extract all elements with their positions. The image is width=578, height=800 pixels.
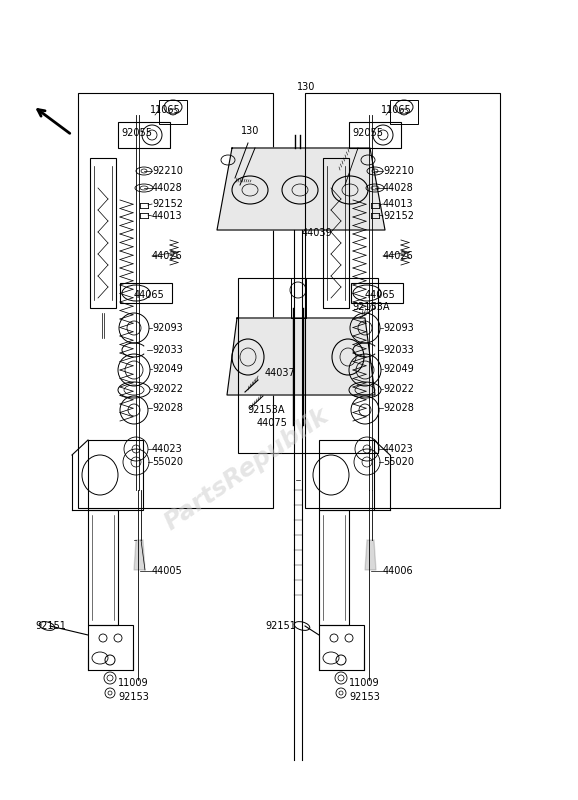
Text: 11009: 11009 — [349, 678, 380, 688]
Bar — [238, 278, 378, 453]
Text: 92153A: 92153A — [352, 302, 390, 312]
Text: 44013: 44013 — [383, 199, 414, 209]
Text: 92049: 92049 — [383, 364, 414, 374]
Text: 44039: 44039 — [302, 228, 332, 238]
Text: 44026: 44026 — [383, 251, 414, 261]
Text: 55020: 55020 — [383, 457, 414, 467]
Text: 92210: 92210 — [383, 166, 414, 176]
Text: 92210: 92210 — [152, 166, 183, 176]
Bar — [390, 100, 418, 124]
Bar — [120, 283, 172, 303]
Text: 11065: 11065 — [381, 105, 412, 115]
Bar — [118, 122, 170, 148]
Polygon shape — [134, 540, 145, 570]
Bar — [90, 158, 116, 308]
Text: 92153A: 92153A — [247, 405, 284, 415]
Text: 44006: 44006 — [383, 566, 414, 576]
Polygon shape — [227, 318, 375, 395]
Bar — [323, 158, 349, 308]
Text: 92028: 92028 — [152, 403, 183, 413]
Text: 92022: 92022 — [152, 384, 183, 394]
Text: 130: 130 — [297, 82, 316, 92]
Text: 44065: 44065 — [134, 290, 165, 300]
Text: 44026: 44026 — [152, 251, 183, 261]
Polygon shape — [365, 540, 376, 570]
Text: 44065: 44065 — [365, 290, 396, 300]
Bar — [351, 283, 403, 303]
Bar — [291, 278, 306, 318]
Bar — [319, 625, 364, 670]
Text: 92153: 92153 — [118, 692, 149, 702]
Text: 55020: 55020 — [152, 457, 183, 467]
Text: 92022: 92022 — [383, 384, 414, 394]
Bar — [88, 440, 143, 510]
Text: 92153: 92153 — [349, 692, 380, 702]
Text: 92055: 92055 — [121, 128, 152, 138]
Text: 92152: 92152 — [152, 199, 183, 209]
Polygon shape — [217, 148, 385, 230]
Text: 92093: 92093 — [383, 323, 414, 333]
Text: 44005: 44005 — [152, 566, 183, 576]
Text: 11065: 11065 — [150, 105, 181, 115]
Text: 11009: 11009 — [118, 678, 149, 688]
Bar — [349, 122, 401, 148]
Text: 44028: 44028 — [152, 183, 183, 193]
Text: 92028: 92028 — [383, 403, 414, 413]
Text: 130: 130 — [241, 126, 260, 136]
Text: 44037: 44037 — [265, 368, 296, 378]
Text: 44028: 44028 — [383, 183, 414, 193]
Bar — [78, 93, 273, 508]
Bar — [319, 440, 374, 510]
Text: 92152: 92152 — [383, 211, 414, 221]
Text: 44075: 44075 — [257, 418, 288, 428]
Text: 92151: 92151 — [35, 621, 66, 631]
Text: 44013: 44013 — [152, 211, 183, 221]
Text: PartsRepublik: PartsRepublik — [160, 403, 334, 535]
Bar — [305, 93, 500, 508]
Text: 92033: 92033 — [383, 345, 414, 355]
Text: 44023: 44023 — [152, 444, 183, 454]
Text: 92033: 92033 — [152, 345, 183, 355]
Bar — [159, 100, 187, 124]
Bar — [319, 510, 349, 625]
Bar — [88, 625, 133, 670]
Text: 92093: 92093 — [152, 323, 183, 333]
Text: 92049: 92049 — [152, 364, 183, 374]
Text: 92055: 92055 — [352, 128, 383, 138]
Bar — [88, 510, 118, 625]
Text: 44023: 44023 — [383, 444, 414, 454]
Text: 92151: 92151 — [265, 621, 296, 631]
